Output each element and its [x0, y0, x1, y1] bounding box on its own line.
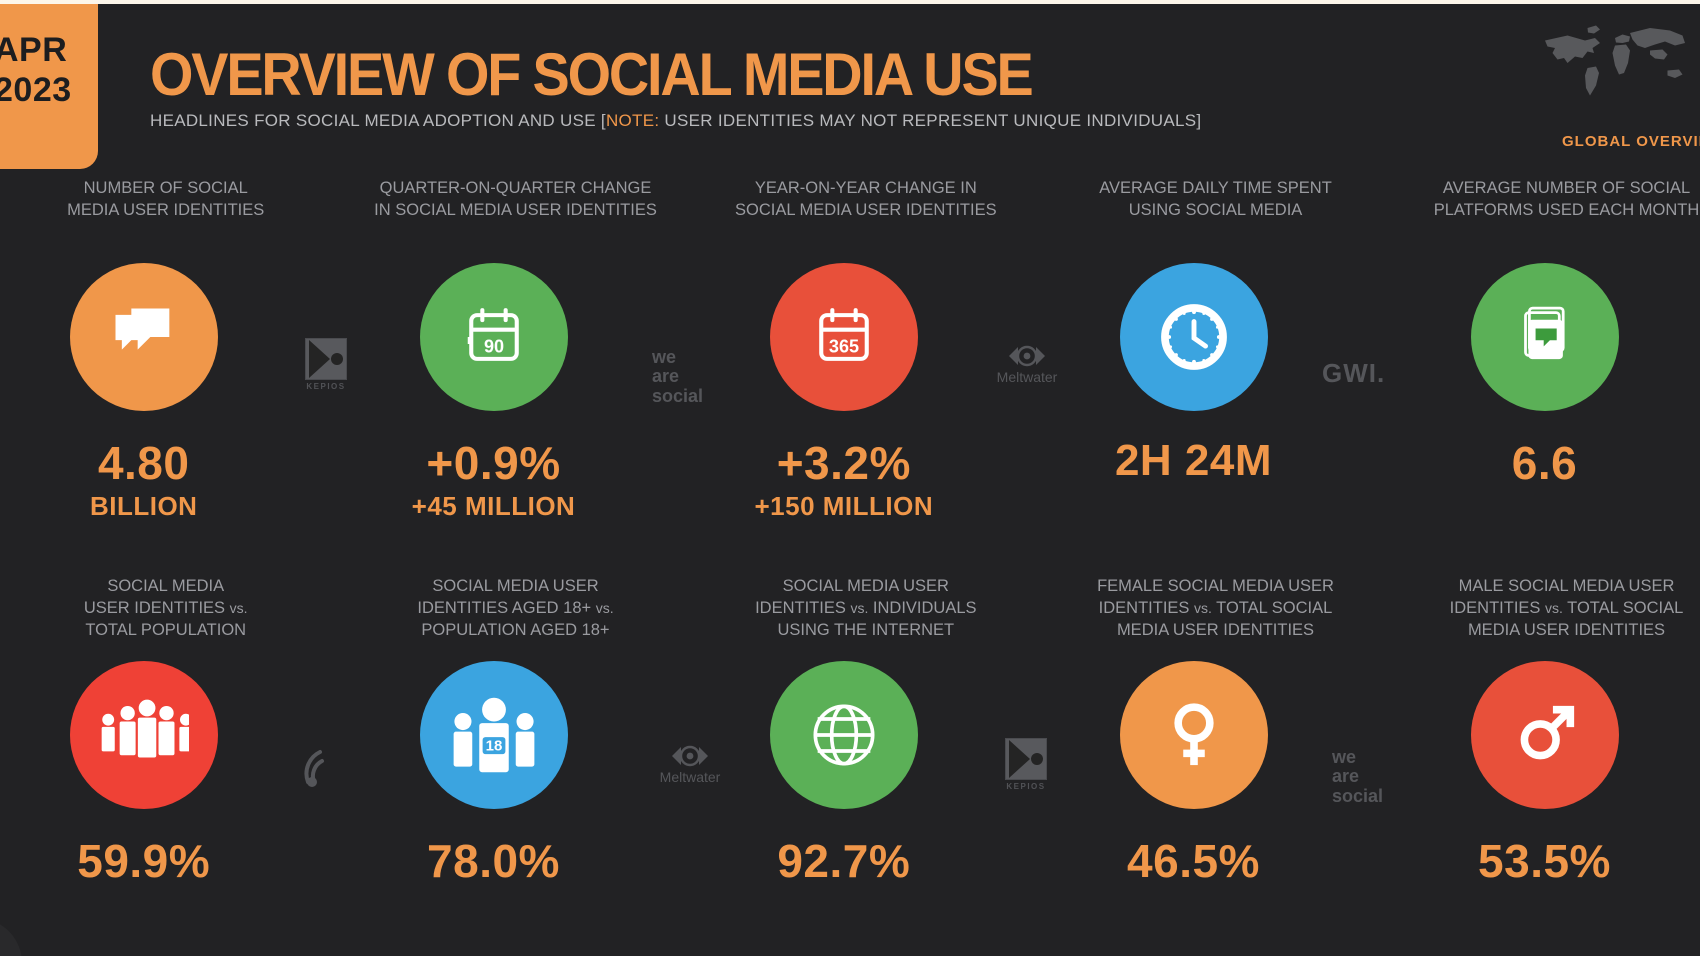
svg-text:365: 365 — [829, 336, 859, 356]
svg-text:18: 18 — [485, 737, 502, 754]
svg-text:90: 90 — [483, 336, 503, 356]
